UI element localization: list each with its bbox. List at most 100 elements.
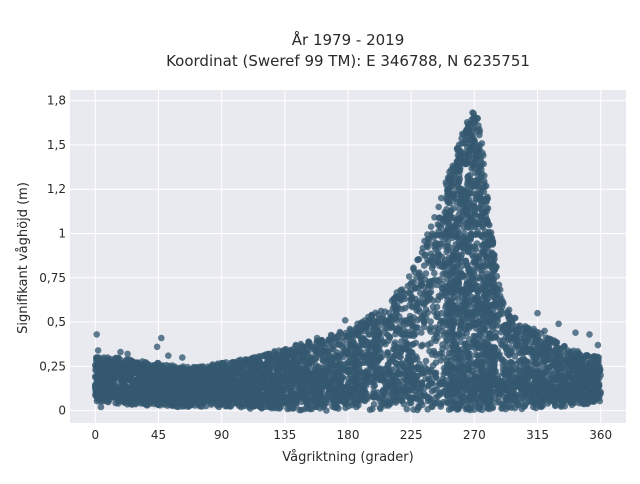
data-point xyxy=(415,299,422,306)
data-point xyxy=(409,279,416,286)
data-point xyxy=(432,246,439,253)
data-point xyxy=(434,334,441,341)
data-point xyxy=(528,333,535,340)
data-point xyxy=(504,309,511,316)
data-point xyxy=(443,182,450,189)
data-point xyxy=(506,352,513,359)
data-point xyxy=(444,344,451,351)
data-point xyxy=(435,297,442,304)
data-point xyxy=(436,215,443,222)
data-point xyxy=(370,339,377,346)
data-point xyxy=(298,348,305,355)
data-point xyxy=(319,356,326,363)
data-point xyxy=(398,295,405,302)
data-point xyxy=(419,281,426,288)
data-point xyxy=(535,359,542,366)
data-point xyxy=(276,405,283,412)
data-point xyxy=(475,288,482,295)
data-point xyxy=(439,220,446,227)
data-point xyxy=(293,358,300,365)
data-point xyxy=(466,268,473,275)
data-point xyxy=(508,404,515,411)
data-point xyxy=(522,325,529,332)
data-point xyxy=(396,354,403,361)
data-point xyxy=(276,363,283,370)
data-point xyxy=(412,331,419,338)
data-point xyxy=(335,333,342,340)
data-point xyxy=(328,332,335,339)
data-point xyxy=(387,356,394,363)
data-point xyxy=(340,354,347,361)
data-point xyxy=(406,273,413,280)
data-point xyxy=(396,324,403,331)
data-point xyxy=(507,359,514,366)
data-point xyxy=(406,356,413,363)
data-point xyxy=(374,327,381,334)
data-point xyxy=(406,289,413,296)
data-point xyxy=(343,346,350,353)
data-point xyxy=(550,349,557,356)
data-point xyxy=(410,266,417,273)
data-point xyxy=(446,406,453,413)
data-point xyxy=(423,358,430,365)
data-point xyxy=(347,326,354,333)
data-point xyxy=(453,311,460,318)
data-point xyxy=(434,304,441,311)
data-point xyxy=(414,356,421,363)
data-point xyxy=(286,348,293,355)
data-point xyxy=(530,353,537,360)
data-point xyxy=(542,358,549,365)
data-point xyxy=(393,315,400,322)
data-point xyxy=(433,313,440,320)
data-point xyxy=(466,248,473,255)
data-point xyxy=(314,349,321,356)
data-point xyxy=(491,252,498,259)
data-point xyxy=(350,339,357,346)
data-point xyxy=(457,200,464,207)
data-point xyxy=(500,324,507,331)
data-point xyxy=(424,291,431,298)
data-point xyxy=(558,350,565,357)
data-point xyxy=(468,138,475,145)
data-point xyxy=(335,405,342,412)
data-point xyxy=(265,356,272,363)
data-point xyxy=(483,205,490,212)
data-point xyxy=(406,320,413,327)
data-point xyxy=(397,287,404,294)
data-point xyxy=(431,270,438,277)
data-point xyxy=(506,328,513,335)
data-point xyxy=(498,341,505,348)
data-point xyxy=(452,231,459,238)
data-point xyxy=(451,256,458,263)
data-point xyxy=(271,348,278,355)
data-point xyxy=(538,339,545,346)
data-point xyxy=(438,240,445,247)
data-point xyxy=(489,302,496,309)
data-point xyxy=(298,407,305,414)
data-point xyxy=(421,262,428,269)
data-point xyxy=(367,362,374,369)
data-point xyxy=(371,401,378,408)
data-point xyxy=(458,135,465,142)
data-point xyxy=(358,319,365,326)
data-point xyxy=(419,249,426,256)
data-point xyxy=(540,350,547,357)
data-point xyxy=(365,319,372,326)
data-point xyxy=(320,338,327,345)
data-point xyxy=(558,403,565,410)
data-point xyxy=(511,333,518,340)
data-point xyxy=(223,359,230,366)
data-point xyxy=(491,322,498,329)
data-point xyxy=(471,243,478,250)
data-point xyxy=(524,347,531,354)
data-point xyxy=(346,334,353,341)
data-point xyxy=(389,323,396,330)
data-point xyxy=(237,357,244,364)
data-point xyxy=(418,329,425,336)
data-point xyxy=(429,230,436,237)
data-point xyxy=(514,342,521,349)
data-point xyxy=(101,358,108,365)
data-point xyxy=(393,304,400,311)
